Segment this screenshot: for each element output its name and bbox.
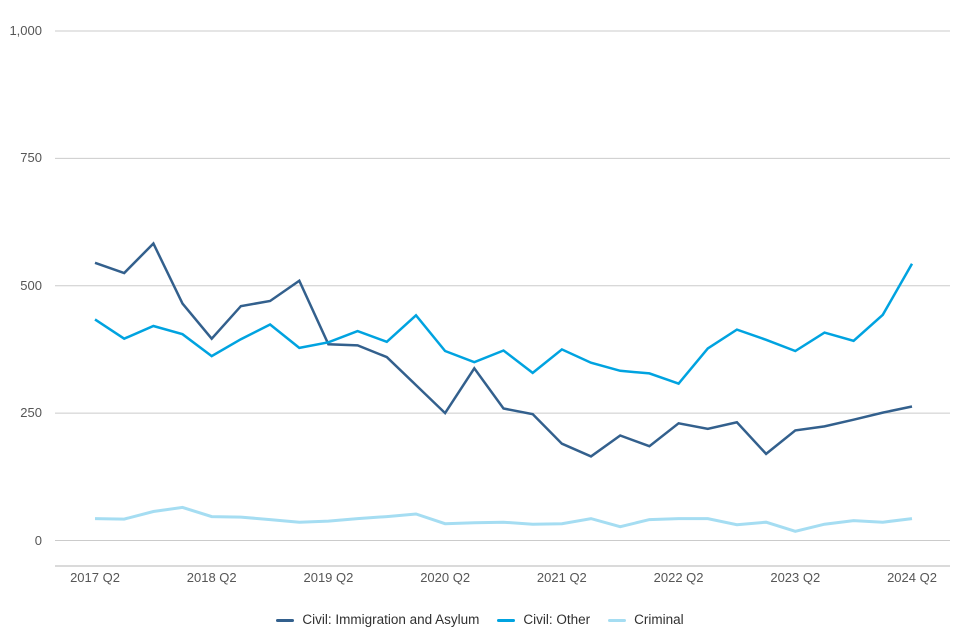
legend-item-criminal: Criminal xyxy=(608,611,684,629)
series-line-criminal xyxy=(94,505,913,533)
plot-area xyxy=(55,30,950,567)
x-axis-tick-label: 2023 Q2 xyxy=(770,570,821,585)
x-axis-tick-label: 2024 Q2 xyxy=(887,570,937,585)
y-axis-tick-label: 1,000 xyxy=(9,23,42,38)
y-axis-tick-label: 500 xyxy=(20,277,42,293)
line-swatch-icon xyxy=(276,618,295,622)
legend-label: Civil: Other xyxy=(523,612,591,627)
series-line-civil-immigration-and-asylum xyxy=(94,241,913,458)
x-axis-tick-label: 2020 Q2 xyxy=(420,570,471,585)
y-axis-tick-label: 250 xyxy=(20,405,42,421)
x-axis-tick-label: 2017 Q2 xyxy=(70,570,120,585)
line-swatch-icon xyxy=(497,618,516,622)
x-axis-tick-label: 2018 Q2 xyxy=(186,570,237,585)
x-axis-tick-label: 2022 Q2 xyxy=(653,570,704,585)
legend: Civil: Immigration and Asylum Civil: Oth… xyxy=(0,606,960,634)
y-axis-tick-label: 750 xyxy=(20,150,42,166)
legend-label: Criminal xyxy=(634,612,684,627)
x-axis-tick-label: 2021 Q2 xyxy=(536,570,587,585)
series-line-civil-other xyxy=(94,263,914,386)
x-axis-tick-label: 2019 Q2 xyxy=(303,570,354,585)
y-axis-tick-label: 0 xyxy=(34,532,42,548)
legend-label: Civil: Immigration and Asylum xyxy=(302,612,480,627)
legend-item-civil-other: Civil: Other xyxy=(497,611,590,629)
line-swatch-icon xyxy=(608,618,627,622)
legend-item-civil-immigration-and-asylum: Civil: Immigration and Asylum xyxy=(276,611,479,629)
